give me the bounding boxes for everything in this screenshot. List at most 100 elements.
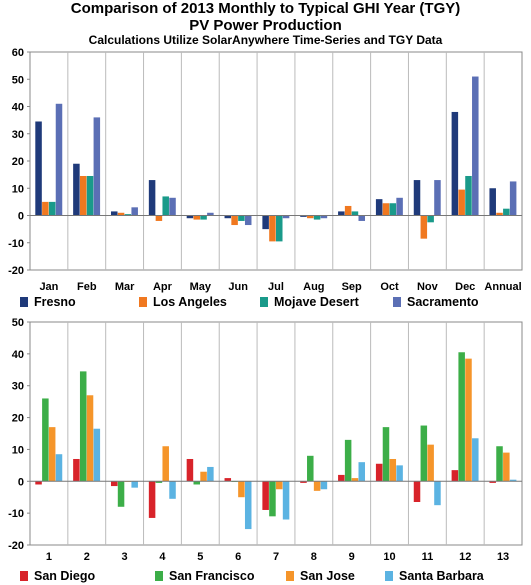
bar-mojave-desert [503, 208, 510, 216]
bar-santa-barbara [55, 454, 63, 482]
bar-santa-barbara [358, 462, 366, 482]
bar-santa-barbara [93, 428, 101, 482]
bar-los-angeles [117, 212, 125, 216]
bar-fresno [224, 215, 232, 219]
y-tick-label: -20 [8, 540, 24, 552]
x-tick-label: Aug [303, 281, 324, 293]
bar-los-angeles [269, 215, 276, 242]
x-tick-label: Apr [153, 281, 173, 293]
x-tick-label: 10 [383, 551, 395, 563]
bar-sacramento [434, 180, 441, 216]
bar-los-angeles [458, 189, 465, 216]
bar-santa-barbara [434, 481, 441, 506]
bar-mojave-desert [276, 215, 283, 242]
bar-santa-barbara [244, 481, 252, 530]
y-tick-label: 0 [18, 211, 24, 223]
bar-san-jose [427, 444, 434, 482]
bar-sacramento [244, 215, 252, 226]
bar-fresno [148, 180, 156, 216]
bar-santa-barbara [472, 438, 479, 482]
bar-fresno [35, 121, 42, 216]
bar-los-angeles [193, 215, 201, 220]
bar-san-jose [238, 481, 245, 498]
bar-san-diego [413, 481, 421, 502]
bar-sacramento [320, 215, 328, 219]
x-tick-label: Oct [380, 281, 399, 293]
x-tick-label: 5 [197, 551, 203, 563]
bar-fresno [375, 199, 383, 216]
y-tick-label: 60 [12, 47, 24, 59]
legend-swatch [155, 571, 163, 581]
y-tick-label: 10 [12, 183, 24, 195]
bar-san-francisco [307, 455, 314, 482]
bar-mojave-desert [465, 175, 472, 216]
bar-mojave-desert [427, 215, 434, 223]
x-tick-label: Mar [115, 281, 135, 293]
x-tick-label: Feb [77, 281, 97, 293]
y-tick-label: 40 [12, 102, 24, 114]
x-tick-label: 9 [349, 551, 355, 563]
bar-los-angeles [382, 203, 390, 216]
bar-mojave-desert [162, 196, 169, 216]
x-tick-label: 6 [235, 551, 241, 563]
bar-san-jose [162, 446, 169, 482]
x-tick-label: 4 [159, 551, 166, 563]
x-tick-label: 1 [46, 551, 52, 563]
bar-san-jose [465, 358, 472, 482]
y-tick-label: 30 [12, 129, 24, 141]
bar-san-jose [276, 481, 283, 490]
x-tick-label: Jun [228, 281, 248, 293]
bar-san-francisco [458, 352, 465, 482]
x-tick-label: Nov [417, 281, 439, 293]
bar-santa-barbara [207, 466, 214, 482]
legend-label: Sacramento [407, 295, 479, 309]
legend-label: Los Angeles [153, 295, 227, 309]
bar-san-jose [200, 471, 207, 482]
chart-subtitle: Calculations Utilize SolarAnywhere Time-… [88, 33, 443, 47]
bar-mojave-desert [351, 211, 359, 216]
bar-sacramento [93, 117, 101, 216]
bar-mojave-desert [200, 215, 207, 220]
bar-los-angeles [344, 205, 352, 216]
bar-mojave-desert [124, 214, 132, 216]
legend-label: San Francisco [169, 569, 255, 583]
x-tick-label: Annual [484, 281, 521, 293]
bar-san-francisco [420, 425, 428, 482]
bar-santa-barbara [169, 481, 176, 499]
x-tick-label: Sep [342, 281, 362, 293]
legend-label: San Diego [34, 569, 95, 583]
bar-fresno [73, 163, 80, 216]
bar-san-francisco [79, 371, 87, 482]
chart-title-line2: PV Power Production [189, 17, 342, 34]
bar-fresno [413, 180, 421, 216]
x-tick-label: 8 [311, 551, 317, 563]
bar-san-jose [351, 478, 359, 482]
bar-san-jose [48, 427, 56, 482]
legend-swatch [286, 571, 294, 581]
legend-swatch [20, 571, 28, 581]
bar-los-angeles [42, 201, 49, 216]
x-tick-label: Dec [455, 281, 475, 293]
y-tick-label: 10 [12, 444, 24, 456]
bar-mojave-desert [313, 215, 321, 220]
x-tick-label: Jan [39, 281, 58, 293]
bar-san-jose [313, 481, 321, 491]
y-tick-label: -10 [8, 508, 24, 520]
bar-fresno [110, 211, 118, 216]
y-tick-label: 50 [12, 317, 24, 329]
bar-los-angeles [231, 215, 238, 226]
legend-swatch [139, 297, 147, 307]
bar-santa-barbara [282, 481, 290, 520]
bar-santa-barbara [396, 465, 403, 482]
bar-san-francisco [382, 427, 390, 482]
bar-san-jose [389, 458, 397, 482]
legend-label: Fresno [34, 295, 76, 309]
bar-mojave-desert [238, 215, 245, 221]
x-tick-label: 7 [273, 551, 279, 563]
y-tick-label: -10 [8, 238, 24, 250]
y-tick-label: 50 [12, 74, 24, 86]
bar-sacramento [282, 215, 290, 219]
bar-sacramento [169, 197, 176, 216]
